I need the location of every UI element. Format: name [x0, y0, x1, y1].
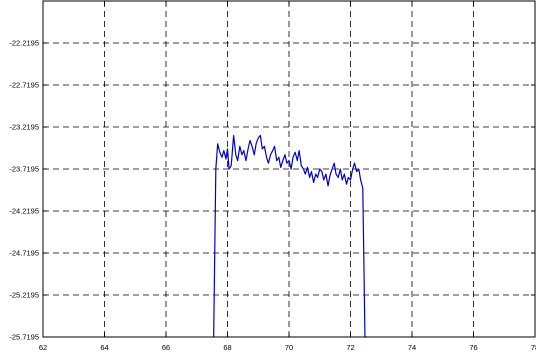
x-tick-label: 64	[100, 343, 108, 352]
y-tick-label: -23.7195	[9, 165, 39, 174]
x-tick-label: 68	[223, 343, 231, 352]
y-tick-label: -23.2195	[9, 123, 39, 132]
x-tick-label: 76	[469, 343, 477, 352]
grid-lines	[43, 1, 535, 337]
y-tick-labels: -22.2195 -22.7195 -23.2195 -23.7195 -24.2195…	[9, 39, 39, 342]
x-tick-labels: 62 64 66 68 70 72 74 76 78	[39, 343, 536, 352]
x-tick-label: 62	[39, 343, 47, 352]
series-line	[213, 134, 367, 338]
x-tick-label: 66	[162, 343, 170, 352]
x-tick-label: 72	[346, 343, 354, 352]
y-tick-label: -24.7195	[9, 249, 39, 258]
x-tick-label: 70	[285, 343, 293, 352]
y-tick-label: -24.2195	[9, 207, 39, 216]
y-tick-label: -22.2195	[9, 39, 39, 48]
plot-frame	[42, 0, 536, 338]
y-tick-label: -25.7195	[9, 333, 39, 342]
x-tick-label: 74	[408, 343, 416, 352]
y-tick-label: -22.7195	[9, 81, 39, 90]
y-tick-label: -25.2195	[9, 291, 39, 300]
series-group	[213, 134, 367, 338]
x-tick-label: 78	[531, 343, 536, 352]
